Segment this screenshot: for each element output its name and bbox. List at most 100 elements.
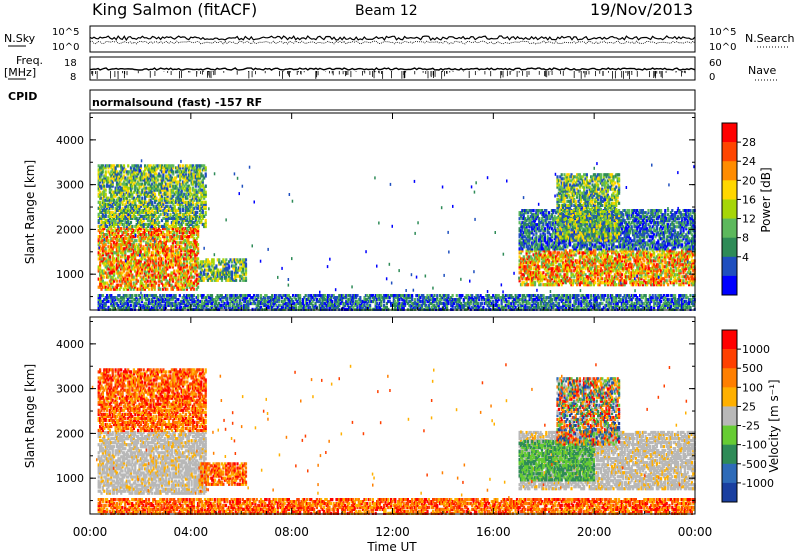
data-cell	[114, 188, 117, 192]
data-cell	[654, 259, 657, 263]
data-cell	[139, 253, 142, 257]
data-cell	[643, 275, 646, 279]
data-cell	[149, 245, 152, 249]
data-cell	[239, 260, 242, 264]
data-cell	[661, 253, 664, 257]
data-cell	[107, 166, 110, 170]
data-cell	[538, 221, 541, 225]
data-cell	[106, 259, 109, 263]
data-cell	[118, 172, 121, 176]
data-cell	[584, 265, 587, 269]
data-cell	[629, 273, 632, 277]
data-cell	[521, 267, 524, 271]
data-cell	[627, 267, 630, 271]
data-cell	[135, 251, 138, 255]
data-cell	[114, 220, 117, 225]
data-cell	[173, 253, 176, 257]
data-cell	[667, 263, 670, 267]
data-cell	[636, 257, 639, 261]
data-cell	[175, 186, 178, 190]
data-cell	[606, 269, 609, 273]
data-cell	[204, 218, 207, 223]
data-cell	[650, 253, 653, 257]
data-cell	[190, 281, 193, 285]
data-cell	[692, 277, 695, 281]
data-cell	[675, 281, 678, 285]
data-cell	[618, 281, 621, 285]
data-cell	[143, 251, 146, 255]
data-cell	[574, 253, 577, 257]
data-cell	[538, 281, 541, 285]
data-cell	[218, 274, 221, 278]
data-cell	[625, 279, 628, 283]
data-cell	[100, 287, 103, 291]
data-cell	[186, 218, 189, 223]
data-cell	[167, 233, 170, 237]
data-cell	[608, 277, 611, 281]
data-cell	[549, 273, 552, 277]
data-cell	[665, 255, 668, 259]
data-cell	[115, 204, 119, 208]
data-cell	[183, 180, 186, 184]
data-cell	[539, 273, 542, 277]
data-cell	[131, 255, 134, 259]
data-cell	[195, 269, 198, 273]
data-cell	[176, 229, 179, 233]
data-cell	[563, 269, 566, 273]
data-cell	[671, 271, 674, 275]
data-cell	[546, 259, 549, 263]
data-cell	[185, 237, 188, 241]
data-cell	[192, 283, 195, 287]
data-cell	[239, 278, 242, 282]
data-cell	[233, 272, 236, 276]
data-cell	[120, 229, 123, 233]
data-cell	[100, 210, 103, 214]
data-cell	[132, 164, 135, 168]
data-cell	[683, 255, 686, 259]
data-cell	[539, 233, 542, 237]
data-cell	[681, 275, 684, 279]
data-cell	[535, 255, 538, 259]
data-cell	[138, 261, 141, 265]
data-cell	[97, 176, 100, 180]
data-cell	[650, 261, 653, 265]
data-cell	[150, 269, 153, 273]
data-cell	[129, 285, 132, 289]
data-cell	[162, 170, 165, 174]
data-cell	[674, 255, 677, 259]
data-cell	[198, 208, 202, 212]
data-cell	[103, 249, 106, 253]
data-cell	[118, 239, 121, 243]
data-cell	[584, 273, 587, 277]
data-cell	[152, 164, 155, 168]
data-cell	[665, 273, 668, 277]
data-cell	[208, 276, 211, 280]
data-cell	[587, 269, 590, 273]
data-cell	[127, 233, 130, 237]
data-cell	[608, 275, 611, 279]
data-cell	[110, 206, 113, 210]
data-cell	[159, 198, 162, 202]
data-cell	[165, 198, 168, 202]
data-cell	[157, 233, 160, 237]
data-cell	[158, 208, 161, 212]
data-cell	[101, 198, 104, 202]
data-cell	[118, 265, 121, 269]
data-cell	[553, 251, 556, 255]
data-cell	[160, 202, 164, 206]
data-cell	[190, 263, 193, 267]
data-cell	[138, 271, 141, 275]
data-cell	[146, 237, 149, 241]
data-cell	[625, 253, 628, 257]
data-cell	[163, 285, 166, 289]
data-cell	[675, 267, 678, 271]
data-cell	[191, 220, 195, 225]
data-cell	[535, 259, 538, 263]
data-cell	[183, 263, 186, 267]
data-cell	[129, 214, 133, 218]
data-cell	[129, 202, 133, 206]
data-cell	[641, 251, 644, 255]
data-cell	[675, 253, 678, 257]
data-cell	[644, 277, 647, 281]
data-cell	[173, 271, 176, 275]
